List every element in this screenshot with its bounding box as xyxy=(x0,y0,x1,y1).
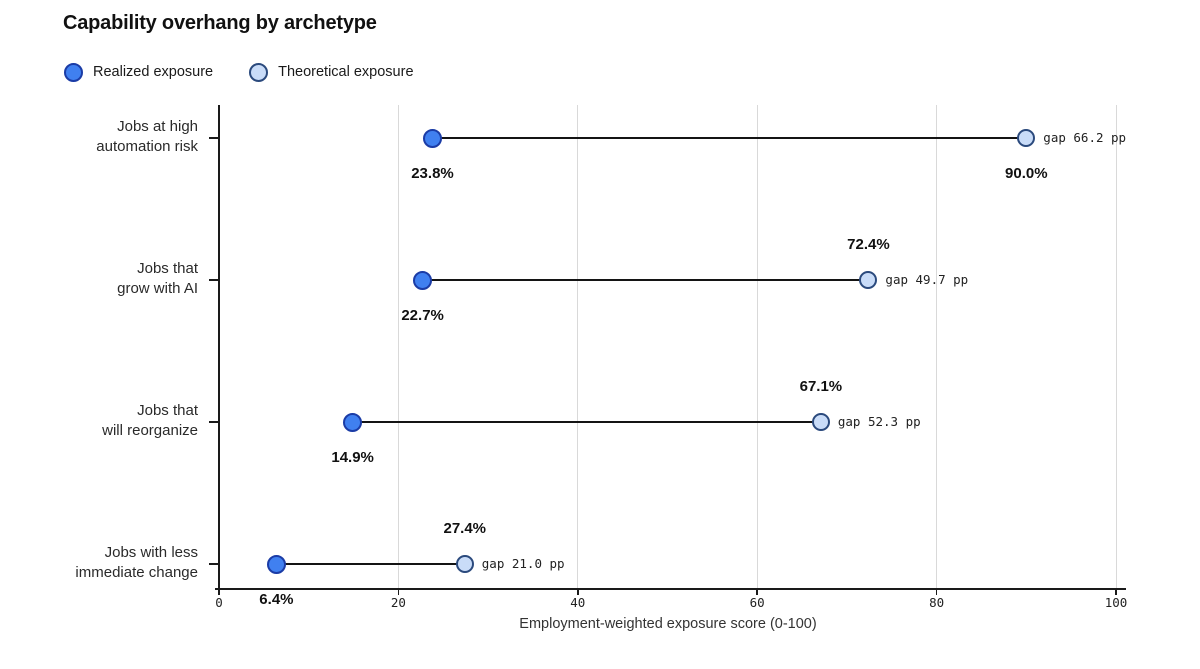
connector-line xyxy=(352,420,821,424)
y-tick-mark xyxy=(209,421,218,423)
gridline xyxy=(1115,105,1117,588)
realized-exposure-swatch-icon xyxy=(64,62,83,82)
x-tick-mark xyxy=(218,590,220,595)
realized-value-label: 23.8% xyxy=(411,165,454,182)
theoretical-value-label: 90.0% xyxy=(1005,165,1048,182)
realized-dot xyxy=(422,128,442,148)
x-tick-label: 100 xyxy=(1104,595,1128,610)
x-tick-label: 0 xyxy=(215,595,223,610)
x-tick-mark xyxy=(577,590,579,595)
connector-line xyxy=(432,136,1027,140)
category-label: Jobs with less immediate change xyxy=(75,544,198,582)
theoretical-exposure-swatch-icon xyxy=(249,62,269,82)
theoretical-dot xyxy=(811,413,830,431)
y-tick-mark xyxy=(209,137,218,139)
theoretical-value-label: 72.4% xyxy=(847,236,890,253)
gap-label: gap 52.3 pp xyxy=(837,414,921,429)
gridline xyxy=(397,105,399,588)
theoretical-dot xyxy=(1017,129,1036,147)
gridline xyxy=(577,105,579,588)
gridline xyxy=(756,105,758,588)
realized-dot xyxy=(413,270,433,290)
gap-label: gap 49.7 pp xyxy=(885,272,969,287)
connector-line xyxy=(422,278,869,282)
theoretical-dot xyxy=(455,555,474,573)
x-tick-label: 40 xyxy=(570,595,586,610)
realized-value-label: 14.9% xyxy=(331,449,374,466)
x-tick-mark xyxy=(1115,590,1117,595)
category-label: Jobs that will reorganize xyxy=(102,402,198,440)
gap-label: gap 21.0 pp xyxy=(481,556,565,571)
realized-value-label: 6.4% xyxy=(259,591,294,608)
legend: Realized exposure Theoretical exposure xyxy=(64,61,414,83)
gridline xyxy=(936,105,938,588)
x-tick-mark xyxy=(397,590,400,595)
x-tick-mark xyxy=(935,590,938,595)
legend-item-theoretical: Theoretical exposure xyxy=(249,62,414,82)
chart-title: Capability overhang by archetype xyxy=(63,12,377,34)
realized-dot xyxy=(266,554,286,574)
realized-value-label: 22.7% xyxy=(401,307,444,324)
x-tick-mark xyxy=(756,590,758,595)
category-label: Jobs at high automation risk xyxy=(96,118,198,156)
x-axis-line xyxy=(215,588,1126,590)
theoretical-dot xyxy=(859,271,878,289)
legend-label-theoretical: Theoretical exposure xyxy=(278,64,414,80)
x-tick-label: 60 xyxy=(749,595,765,610)
legend-label-realized: Realized exposure xyxy=(93,64,214,80)
x-tick-label: 80 xyxy=(929,595,945,610)
y-tick-mark xyxy=(209,563,218,565)
x-axis-title: Employment-weighted exposure score (0-10… xyxy=(519,616,817,632)
theoretical-value-label: 27.4% xyxy=(443,520,487,537)
y-axis-spine xyxy=(218,105,220,590)
category-label: Jobs that grow with AI xyxy=(117,260,198,298)
legend-item-realized: Realized exposure xyxy=(64,62,214,82)
gap-label: gap 66.2 pp xyxy=(1043,130,1127,145)
theoretical-value-label: 67.1% xyxy=(799,378,843,395)
connector-line xyxy=(276,562,465,566)
y-tick-mark xyxy=(209,279,218,281)
x-tick-label: 20 xyxy=(390,595,406,610)
realized-dot xyxy=(343,412,363,432)
